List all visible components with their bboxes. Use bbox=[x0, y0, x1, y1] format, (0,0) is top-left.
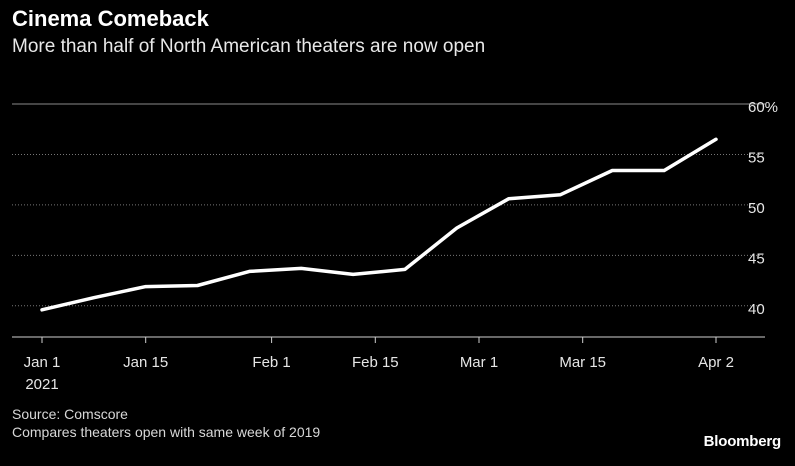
footnote: Compares theaters open with same week of… bbox=[12, 424, 321, 440]
series-line bbox=[40, 137, 718, 312]
source-note: Source: Comscore bbox=[12, 406, 128, 422]
bloomberg-logo: Bloomberg bbox=[703, 433, 782, 450]
x-tick-label: Jan 1 bbox=[24, 354, 61, 371]
x-tick-label: Feb 15 bbox=[352, 354, 399, 371]
chart-subtitle: More than half of North American theater… bbox=[12, 36, 486, 57]
x-tick-label: Mar 1 bbox=[460, 354, 498, 371]
y-tick-label: 60% bbox=[748, 99, 778, 116]
y-tick-label: 50 bbox=[748, 200, 765, 217]
line-chart: 60% 55 50 45 40 Jan 1 2021 Jan 15 Feb 1 Feb 15 Mar… bbox=[12, 99, 778, 393]
y-tick-label: 45 bbox=[748, 250, 765, 267]
x-tick-label: Mar 15 bbox=[559, 354, 606, 371]
y-tick-label: 40 bbox=[748, 301, 765, 318]
x-tick-label: Feb 1 bbox=[252, 354, 290, 371]
x-tick-label: Apr 2 bbox=[698, 354, 734, 371]
chart-title: Cinema Comeback bbox=[12, 6, 209, 31]
x-tick-year-label: 2021 bbox=[25, 376, 58, 393]
x-tick-label: Jan 15 bbox=[123, 354, 168, 371]
y-tick-label: 55 bbox=[748, 149, 765, 166]
